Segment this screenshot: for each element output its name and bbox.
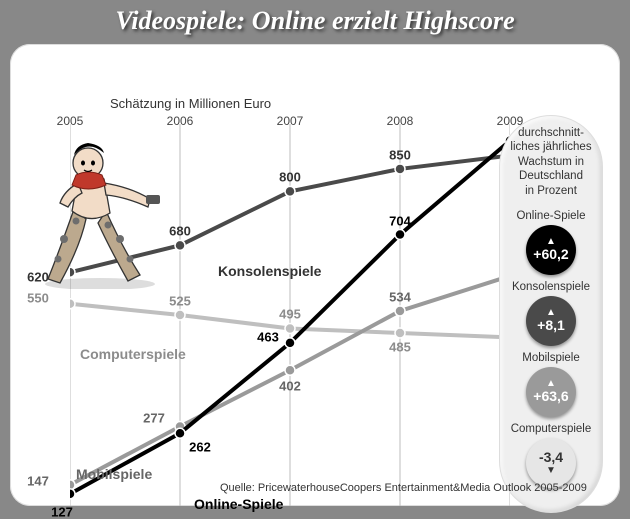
series-name-mobilspiele: Mobilspiele	[76, 466, 152, 482]
chart-title: Videospiele: Online erzielt Highscore	[0, 6, 630, 36]
growth-panel-heading: durchschnitt-liches jährlichesWachstum i…	[500, 126, 602, 204]
growth-item-label: Computerspiele	[500, 423, 602, 435]
growth-value: -3,4	[539, 450, 563, 465]
value-label: 495	[279, 307, 301, 322]
value-label: 485	[389, 339, 411, 354]
value-label: 534	[389, 289, 411, 304]
year-label: 2005	[57, 114, 84, 128]
value-label: 800	[279, 170, 301, 185]
series-name-computerspiele: Computerspiele	[80, 346, 186, 362]
chart-card: Schätzung in Millionen Euro 2005 2006 2007…	[10, 44, 620, 506]
growth-value: +63,6	[533, 389, 568, 404]
value-label: 704	[389, 213, 411, 228]
series-name-konsolenspiele: Konsolenspiele	[218, 263, 321, 279]
value-label: 277	[143, 411, 165, 426]
growth-item: Konsolenspiele ▲+8,1	[500, 281, 602, 346]
character-illustration	[30, 139, 170, 289]
growth-item: Mobilspiele ▲+63,6	[500, 352, 602, 417]
growth-item-label: Mobilspiele	[500, 352, 602, 364]
value-label: 262	[189, 440, 211, 455]
growth-item: Computerspiele -3,4▼	[500, 423, 602, 488]
growth-item: Online-Spiele ▲+60,2	[500, 210, 602, 275]
growth-disc: ▲+60,2	[526, 225, 576, 275]
value-label: 147	[27, 473, 49, 488]
growth-disc: ▲+8,1	[526, 296, 576, 346]
growth-disc: -3,4▼	[526, 438, 576, 488]
chart-subtitle: Schätzung in Millionen Euro	[110, 96, 271, 111]
growth-value: +8,1	[537, 318, 565, 333]
source-line: Quelle: PricewaterhouseCoopers Entertain…	[220, 482, 587, 494]
value-label: 525	[169, 294, 191, 309]
value-label: 127	[51, 504, 73, 519]
growth-value: +60,2	[533, 247, 568, 262]
growth-panel: durchschnitt-liches jährlichesWachstum i…	[500, 116, 602, 512]
value-label: 680	[169, 224, 191, 239]
value-label: 402	[279, 379, 301, 394]
series-name-online: Online-Spiele	[194, 496, 283, 512]
arrow-down-icon: ▼	[546, 466, 556, 476]
value-label: 550	[27, 290, 49, 305]
growth-disc: ▲+63,6	[526, 367, 576, 417]
growth-item-label: Online-Spiele	[500, 210, 602, 222]
growth-item-label: Konsolenspiele	[500, 281, 602, 293]
year-label: 2007	[277, 114, 304, 128]
year-label: 2008	[387, 114, 414, 128]
value-label: 850	[389, 147, 411, 162]
year-label: 2006	[167, 114, 194, 128]
value-label: 463	[257, 329, 279, 344]
